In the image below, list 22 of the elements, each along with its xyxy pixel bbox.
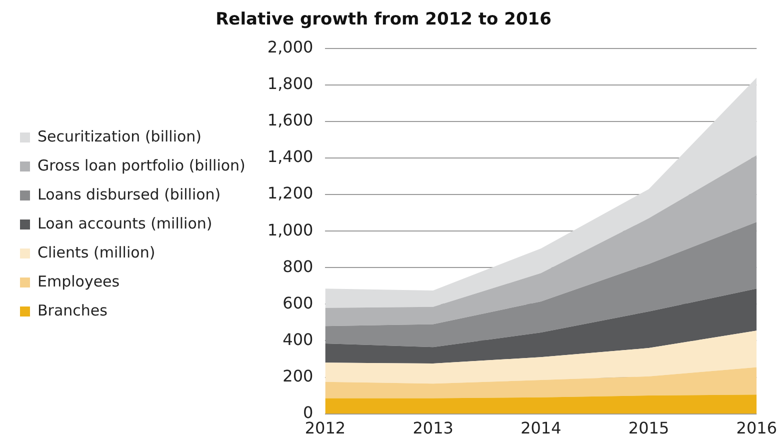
y-tick-label: 200 — [282, 366, 314, 386]
legend-label: Employees — [38, 272, 120, 290]
y-tick-label: 1,000 — [267, 220, 314, 240]
y-tick-label: 1,400 — [267, 147, 314, 166]
legend-label: Loan accounts (million) — [38, 214, 212, 232]
y-tick-label: 400 — [282, 330, 314, 349]
y-tick-label: 800 — [282, 256, 314, 276]
x-tick-label: 2015 — [628, 418, 670, 438]
y-tick-label: 1,600 — [267, 110, 314, 130]
y-tick-label: 1,200 — [267, 184, 314, 203]
x-tick-label: 2014 — [520, 418, 562, 438]
chart-title: Relative growth from 2012 to 2016 — [216, 10, 552, 30]
y-tick-label: 1,800 — [267, 74, 314, 94]
y-tick-label: 2,000 — [267, 38, 314, 57]
legend-label: Branches — [38, 301, 108, 320]
legend-label: Securitization (billion) — [38, 127, 202, 146]
x-tick-label: 2016 — [736, 418, 777, 438]
x-tick-label: 2013 — [412, 418, 454, 438]
legend-label: Loans disbursed (billion) — [38, 185, 221, 204]
y-tick-label: 600 — [282, 293, 314, 312]
legend-label: Gross loan portfolio (billion) — [38, 156, 246, 174]
legend-label: Clients (million) — [38, 243, 156, 262]
